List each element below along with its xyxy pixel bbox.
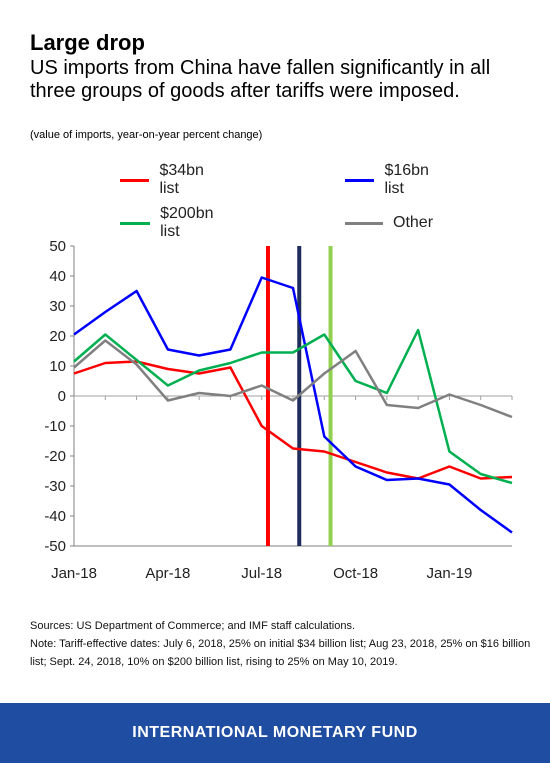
series-line-3 [73,339,513,419]
y-tick-label: 40 [49,268,66,285]
y-tick-label: -40 [44,508,66,525]
y-tick-label: 20 [49,328,66,345]
y-tick-label: 50 [49,238,66,255]
legend-item-34bn: $34bn list [120,162,213,197]
legend-label-16bn: $16bn list [384,162,429,197]
y-tick-label: 10 [49,358,66,375]
legend-item-other: Other [345,213,433,233]
legend-item-16bn: $16bn list [345,162,438,197]
legend-swatch-34bn [120,178,150,182]
legend-label-200bn: $200bn list [160,205,214,240]
y-tick-label: -30 [44,478,66,495]
x-tick-label: Jan-19 [426,565,472,582]
x-tick-label: Jul-18 [241,565,282,582]
footnotes: Sources: US Department of Commerce; and … [30,617,535,671]
y-tick-label: -20 [44,448,66,465]
legend-swatch-200bn [120,221,151,225]
footer-banner: INTERNATIONAL MONETARY FUND [0,703,550,763]
legend-label-34bn: $34bn list [159,162,204,197]
legend-label-other: Other [393,214,434,231]
line-chart: 50 40 30 20 10 0 -10 -20 -30 -40 -50 Jan-18 Apr-18 Ju… [44,238,513,582]
chart-title: Large drop [30,30,145,55]
y-tick-label: 30 [49,298,66,315]
series-line-1 [73,276,513,534]
series-line-0 [73,360,513,480]
y-tick-label: -50 [44,538,66,555]
legend-swatch-other [345,221,383,225]
series-line-2 [73,328,513,485]
x-tick-label: Oct-18 [333,565,378,582]
y-tick-label: -10 [44,418,66,435]
x-tick-label: Apr-18 [145,565,190,582]
tariff-note: Note: Tariff-effective dates: July 6, 20… [30,638,531,668]
chart-subtitle: US imports from China have fallen signif… [30,57,491,102]
legend-item-200bn: $200bn list [120,205,221,240]
organization-name: INTERNATIONAL MONETARY FUND [132,724,418,741]
legend-swatch-16bn [345,178,375,182]
y-tick-label: 0 [58,388,66,405]
sources-note: Sources: US Department of Commerce; and … [30,620,356,632]
unit-note: (value of imports, year-on-year percent … [30,129,263,141]
x-tick-label: Jan-18 [51,565,97,582]
